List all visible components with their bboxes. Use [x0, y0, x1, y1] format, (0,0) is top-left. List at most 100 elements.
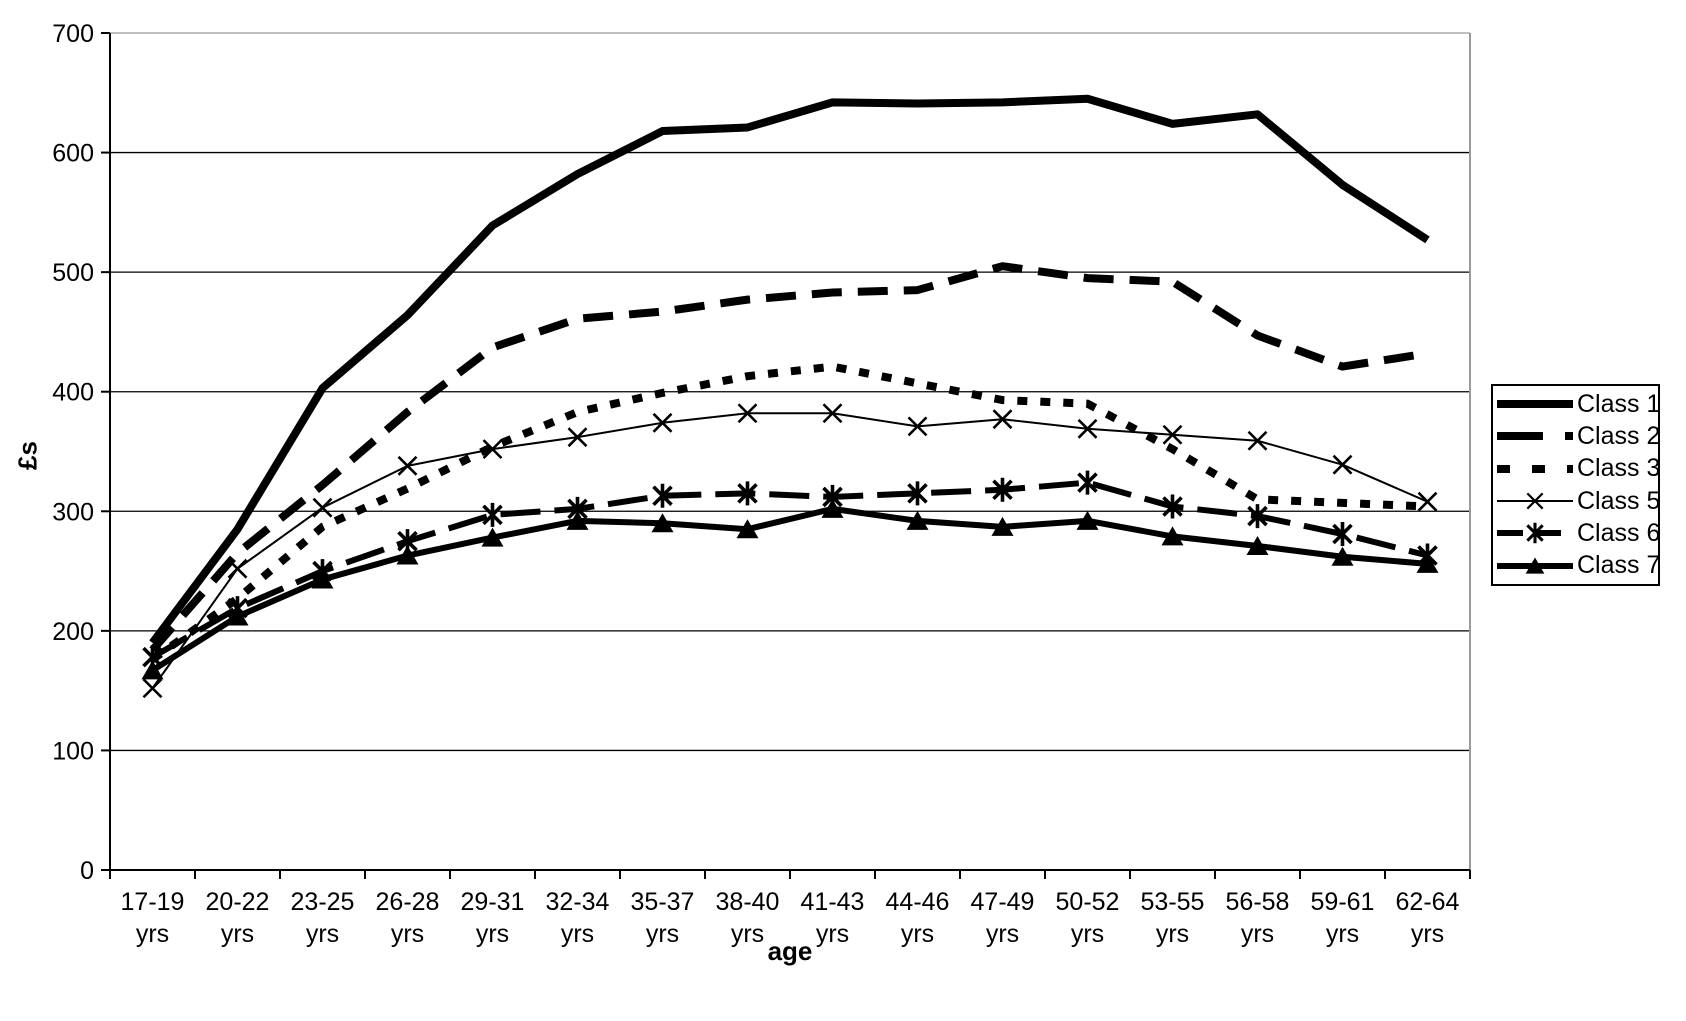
class-5-marker-x	[567, 427, 588, 448]
class-6-marker-asterisk	[482, 502, 503, 527]
x-category-suffix: yrs	[391, 920, 424, 948]
x-category-suffix: yrs	[986, 920, 1019, 948]
legend-item-class-6: Class 6	[1493, 518, 1660, 549]
class-5-marker-x	[992, 409, 1013, 430]
x-category-label: 53-55 yrs	[1141, 888, 1205, 948]
x-category-suffix: yrs	[561, 920, 594, 948]
x-category-label: 17-19 yrs	[121, 888, 185, 948]
series-line-class-6	[151, 479, 1429, 660]
legend-marker-x	[1526, 492, 1544, 510]
class-6-marker-asterisk	[1247, 504, 1268, 529]
x-category-suffix: yrs	[816, 920, 849, 948]
x-category-label: 59-61 yrs	[1311, 888, 1375, 948]
x-axis-title: age	[767, 936, 813, 966]
y-axis-title: £s	[12, 441, 43, 470]
legend-item-class-1: Class 1	[1493, 389, 1660, 420]
x-category-suffix: yrs	[646, 920, 679, 948]
x-category-range: 26-28	[376, 888, 440, 916]
x-category-range: 32-34	[546, 888, 610, 916]
series-line-class-3	[150, 362, 1428, 663]
legend-label: Class 7	[1577, 551, 1661, 580]
class-7-marker-triangle	[1161, 526, 1184, 546]
x-category-label: 62-64 yrs	[1396, 888, 1460, 948]
y-tick-label-300: 300	[52, 498, 94, 526]
x-category-range: 38-40	[716, 888, 780, 916]
class-7-marker-triangle	[821, 498, 844, 518]
x-category-range: 23-25	[291, 888, 355, 916]
class-7-marker-triangle	[311, 569, 334, 589]
class-5-marker-x	[312, 497, 333, 518]
x-category-suffix: yrs	[1326, 920, 1359, 948]
class-5-marker-x	[397, 455, 418, 476]
class-6-marker-asterisk	[1162, 494, 1183, 519]
legend-item-class-5: Class 5	[1493, 486, 1660, 517]
series-line-class-1	[149, 94, 1430, 646]
class-5-marker-x	[1162, 424, 1183, 445]
x-category-range: 35-37	[631, 888, 695, 916]
y-tick-label-0: 0	[80, 857, 94, 885]
x-category-range: 53-55	[1141, 888, 1205, 916]
x-category-range: 56-58	[1226, 888, 1290, 916]
class-5-marker-x	[1417, 491, 1438, 512]
class-7-marker-triangle	[481, 527, 504, 547]
class-5-marker-x	[737, 403, 758, 424]
legend-marker-triangle	[1525, 557, 1545, 574]
class-7-marker-triangle	[226, 606, 249, 626]
legend-swatch	[1497, 400, 1573, 409]
class-5-marker-x	[1077, 418, 1098, 439]
x-category-label: 50-52 yrs	[1056, 888, 1120, 948]
class-7-marker-triangle	[991, 516, 1014, 536]
x-category-suffix: yrs	[1411, 920, 1444, 948]
y-tick-label-400: 400	[52, 379, 94, 407]
legend-label: Class 2	[1577, 421, 1661, 450]
x-category-label: 29-31 yrs	[461, 888, 525, 948]
class-5-marker-x	[1332, 454, 1353, 475]
class-6-marker-asterisk	[652, 483, 673, 508]
x-category-suffix: yrs	[136, 920, 169, 948]
class-7-marker-triangle	[1076, 510, 1099, 530]
class-5-marker-x	[907, 416, 928, 437]
x-category-range: 17-19	[121, 888, 185, 916]
x-category-range: 50-52	[1056, 888, 1120, 916]
x-category-range: 47-49	[971, 888, 1035, 916]
legend-swatch	[1497, 557, 1573, 574]
y-tick-label-600: 600	[52, 140, 94, 168]
class-5-marker-x	[1247, 430, 1268, 451]
x-category-range: 29-31	[461, 888, 525, 916]
class-7-marker-triangle	[141, 660, 164, 680]
series-line-class-2	[149, 262, 1429, 653]
x-category-suffix: yrs	[901, 920, 934, 948]
x-category-suffix: yrs	[731, 920, 764, 948]
class-6-marker-asterisk	[737, 481, 758, 506]
x-category-suffix: yrs	[476, 920, 509, 948]
legend-swatch	[1497, 432, 1573, 441]
class-5-marker-x	[482, 439, 503, 460]
class-6-marker-asterisk	[992, 477, 1013, 502]
x-category-label: 32-34 yrs	[546, 888, 610, 948]
legend-swatch	[1497, 492, 1573, 510]
legend-item-class-3: Class 3	[1493, 453, 1661, 484]
class-6-marker-asterisk	[1077, 470, 1098, 495]
x-category-suffix: yrs	[306, 920, 339, 948]
class-6-marker-asterisk	[1332, 522, 1353, 547]
x-category-suffix: yrs	[1071, 920, 1104, 948]
x-category-range: 62-64	[1396, 888, 1460, 916]
legend-box: Class 1 Class 2 Class 3 Class 5 Class 6 Class…	[1491, 384, 1660, 586]
x-category-label: 35-37 yrs	[631, 888, 695, 948]
legend-swatch	[1497, 523, 1573, 544]
legend-swatch	[1497, 464, 1573, 473]
x-category-label: 47-49 yrs	[971, 888, 1035, 948]
series-line-class-5	[151, 412, 1428, 689]
class-7-marker-triangle	[1331, 546, 1354, 566]
x-category-label: 44-46 yrs	[886, 888, 950, 948]
class-7-marker-triangle	[1416, 553, 1439, 573]
legend-item-class-2: Class 2	[1493, 421, 1661, 452]
class-5-marker-x	[142, 678, 163, 699]
class-7-marker-triangle	[566, 510, 589, 530]
class-7-marker-triangle	[736, 519, 759, 539]
y-tick-label-100: 100	[52, 737, 94, 765]
legend-label: Class 3	[1577, 454, 1661, 483]
x-category-range: 44-46	[886, 888, 950, 916]
